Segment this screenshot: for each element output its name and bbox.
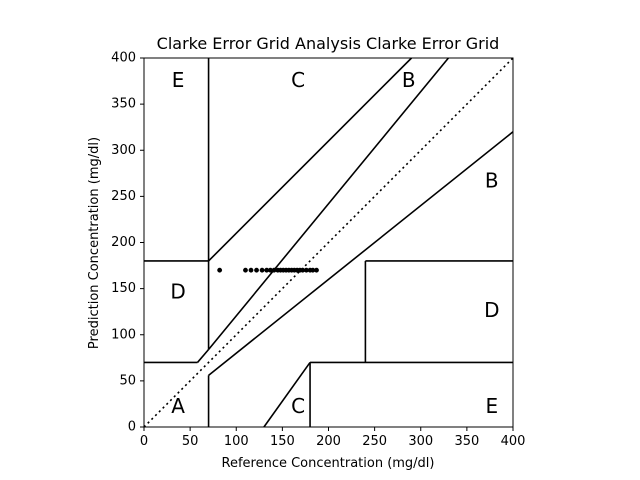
data-point bbox=[300, 267, 306, 273]
y-tick-label: 150 bbox=[111, 281, 136, 296]
zone-label-a: A bbox=[171, 394, 185, 418]
data-point bbox=[264, 267, 270, 273]
x-tick-label: 250 bbox=[362, 434, 387, 449]
data-point bbox=[310, 267, 316, 273]
y-tick-label: 250 bbox=[111, 189, 136, 204]
y-tick-label: 200 bbox=[111, 235, 136, 250]
zone-label-d: D bbox=[170, 279, 185, 303]
zone-boundary-line bbox=[196, 348, 210, 363]
zone-boundary-line bbox=[207, 57, 450, 351]
x-tick-label: 0 bbox=[140, 434, 148, 449]
data-point bbox=[259, 267, 265, 273]
x-tick-label: 50 bbox=[182, 434, 199, 449]
data-point bbox=[254, 267, 259, 273]
zone-label-c: C bbox=[291, 68, 305, 92]
data-point bbox=[271, 267, 277, 273]
zone-boundary-line bbox=[208, 57, 413, 262]
plot-area: A B B C C D D E E 0 50 100 150 200 250 300 350 400 0 50 100 1… bbox=[111, 51, 525, 450]
x-tick-label: 150 bbox=[270, 434, 295, 449]
zone-label-e: E bbox=[485, 394, 498, 418]
chart-title: Clarke Error Grid Analysis Clarke Error … bbox=[157, 34, 500, 53]
zone-boundary-line bbox=[208, 131, 514, 376]
y-tick-label: 300 bbox=[111, 143, 136, 158]
y-tick-label: 400 bbox=[111, 51, 136, 66]
data-point bbox=[303, 267, 309, 273]
x-tick-label: 300 bbox=[408, 434, 433, 449]
zone-label-e: E bbox=[172, 68, 185, 92]
zone-label-b: B bbox=[485, 169, 499, 193]
data-point bbox=[267, 267, 273, 273]
x-tick-label: 400 bbox=[501, 434, 526, 449]
data-point bbox=[314, 267, 319, 273]
y-tick-label: 100 bbox=[111, 327, 136, 342]
x-tick-label: 100 bbox=[224, 434, 249, 449]
zone-label-d: D bbox=[484, 298, 499, 322]
y-tick-label: 0 bbox=[128, 420, 136, 435]
data-point bbox=[243, 267, 248, 273]
y-tick-label: 50 bbox=[119, 373, 136, 388]
zone-boundary-line bbox=[263, 361, 311, 428]
identity-line bbox=[143, 57, 514, 428]
y-axis-label: Prediction Concentration (mg/dl) bbox=[87, 137, 102, 349]
zone-label-c: C bbox=[291, 394, 305, 418]
data-point bbox=[217, 267, 223, 273]
x-axis-label: Reference Concentration (mg/dl) bbox=[222, 456, 435, 471]
data-point bbox=[248, 267, 254, 273]
x-tick-label: 200 bbox=[316, 434, 341, 449]
y-tick-label: 350 bbox=[111, 97, 136, 112]
x-tick-label: 350 bbox=[454, 434, 479, 449]
zone-label-b: B bbox=[402, 68, 416, 92]
